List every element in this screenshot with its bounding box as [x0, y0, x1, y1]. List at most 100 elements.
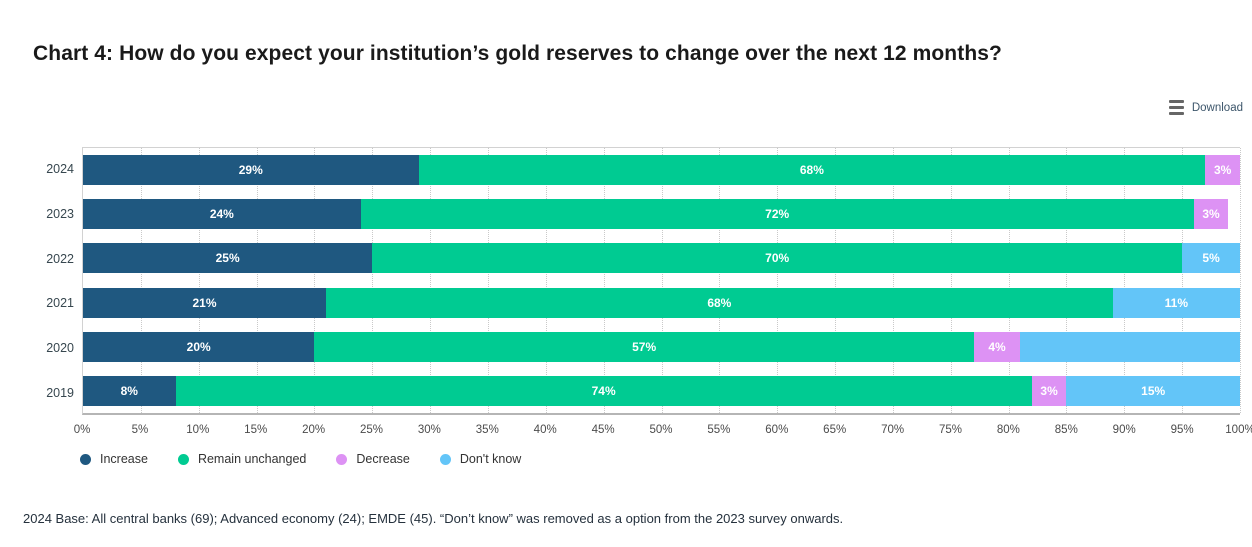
- gridline-85%: [1066, 148, 1068, 413]
- segment-value-label: 3%: [1213, 163, 1232, 178]
- legend-item-remain[interactable]: Remain unchanged: [177, 452, 306, 466]
- menu-icon: [1168, 100, 1184, 115]
- bar-segment-remain: 70%: [372, 243, 1183, 274]
- plot-area: 29% 68% 3% 24% 72% 3% 25% 70% 5% 21% 68% 11% 20% 57% 4…: [82, 147, 1241, 415]
- tick-label-15%: 15%: [244, 424, 268, 436]
- bar-segment-increase: 21%: [83, 287, 326, 318]
- segment-value-label: 25%: [215, 251, 240, 266]
- legend-item-dontknow[interactable]: Don't know: [439, 452, 522, 466]
- gridline-45%: [603, 148, 605, 413]
- segment-value-label: 70%: [765, 251, 790, 266]
- tick-label-75%: 75%: [938, 424, 963, 436]
- legend-item-decrease[interactable]: Decrease: [336, 452, 410, 466]
- gridline-55%: [719, 148, 721, 413]
- legend: Increase Remain unchanged Decrease Don't kn…: [80, 452, 521, 466]
- tick-label-45%: 45%: [591, 424, 615, 436]
- tick-label-5%: 5%: [131, 424, 149, 436]
- segment-value-label: 74%: [591, 383, 616, 398]
- gridline-25%: [372, 148, 374, 413]
- tick-label-100%: 100%: [1225, 424, 1252, 436]
- bar-row-2023: 24% 72% 3%: [83, 192, 1240, 236]
- tick-label-30%: 30%: [417, 424, 441, 436]
- gridline-90%: [1124, 148, 1126, 413]
- bar-segment-decrease: 3%: [1193, 199, 1229, 230]
- legend-label: Increase: [100, 452, 148, 466]
- year-label-2019: 2019: [46, 385, 74, 400]
- bar-row-2019: 8% 74% 3% 15%: [83, 369, 1240, 413]
- gridline-35%: [487, 148, 489, 413]
- gridline-30%: [430, 148, 432, 413]
- segment-value-label: 29%: [238, 163, 263, 178]
- tick-label-80%: 80%: [996, 424, 1020, 436]
- gridline-20%: [314, 148, 316, 413]
- segment-value-label: 11%: [1164, 295, 1189, 310]
- bar-segment-dontknow: [1020, 331, 1240, 362]
- legend-label: Decrease: [356, 452, 410, 466]
- gridline-95%: [1182, 148, 1184, 413]
- segment-value-label: 8%: [120, 383, 138, 398]
- segment-value-label: 20%: [186, 339, 211, 354]
- stacked-bar-2020: 20% 57% 4%: [83, 331, 1240, 362]
- legend-label: Don't know: [459, 452, 522, 466]
- gridline-10%: [198, 148, 200, 413]
- bar-segment-increase: 8%: [83, 375, 176, 406]
- bar-segment-remain: 68%: [418, 155, 1206, 186]
- bar-segment-remain: 68%: [325, 287, 1113, 318]
- bar-segment-dontknow: 5%: [1182, 243, 1240, 274]
- bar-rows: 29% 68% 3% 24% 72% 3% 25% 70% 5% 21% 68% 11% 20% 57% 4…: [83, 148, 1240, 413]
- legend-dot-decrease: [336, 453, 348, 465]
- tick-label-20%: 20%: [302, 424, 326, 436]
- gridline-60%: [777, 148, 779, 413]
- y-axis-year-labels: 2024 2023 2022 2021 2020 2019: [0, 147, 74, 415]
- year-label-2020: 2020: [46, 341, 74, 356]
- tick-label-60%: 60%: [765, 424, 789, 436]
- tick-label-50%: 50%: [649, 424, 673, 436]
- legend-dot-increase: [80, 453, 91, 465]
- gridline-100%: [1240, 148, 1241, 413]
- bar-row-2020: 20% 57% 4%: [83, 325, 1240, 369]
- gridline-15%: [256, 148, 258, 413]
- bar-segment-increase: 25%: [83, 243, 373, 274]
- legend-dot-remain: [177, 453, 189, 465]
- segment-value-label: 4%: [988, 339, 1006, 354]
- gridline-40%: [545, 148, 547, 413]
- bar-segment-dontknow: 15%: [1066, 375, 1240, 406]
- stacked-bar-2019: 8% 74% 3% 15%: [83, 375, 1240, 406]
- gridline-75%: [950, 148, 952, 413]
- gridline-5%: [140, 148, 142, 413]
- bar-segment-increase: 24%: [83, 199, 361, 230]
- bar-row-2021: 21% 68% 11%: [83, 281, 1240, 325]
- bar-segment-increase: 29%: [83, 155, 419, 186]
- tick-label-0%: 0%: [73, 424, 91, 436]
- tick-label-10%: 10%: [186, 424, 210, 436]
- tick-label-90%: 90%: [1112, 424, 1136, 436]
- bar-row-2022: 25% 70% 5%: [83, 236, 1240, 280]
- bar-segment-remain: 72%: [360, 199, 1194, 230]
- tick-label-70%: 70%: [881, 424, 905, 436]
- tick-label-85%: 85%: [1054, 424, 1078, 436]
- segment-value-label: 5%: [1202, 251, 1220, 266]
- gridline-50%: [661, 148, 663, 413]
- bar-segment-dontknow: 11%: [1112, 287, 1240, 318]
- legend-item-increase[interactable]: Increase: [80, 452, 148, 466]
- bar-segment-remain: 74%: [175, 375, 1032, 406]
- bar-segment-decrease: 3%: [1031, 375, 1067, 406]
- segment-value-label: 24%: [209, 207, 234, 222]
- legend-dot-dontknow: [439, 453, 451, 465]
- segment-value-label: 68%: [707, 295, 732, 310]
- footnote: 2024 Base: All central banks (69); Advan…: [23, 511, 844, 526]
- stacked-bar-2022: 25% 70% 5%: [83, 243, 1240, 274]
- segment-value-label: 68%: [799, 163, 824, 178]
- tick-label-40%: 40%: [533, 424, 557, 436]
- segment-value-label: 21%: [192, 295, 217, 310]
- tick-label-65%: 65%: [823, 424, 847, 436]
- tick-label-55%: 55%: [707, 424, 731, 436]
- segment-value-label: 15%: [1141, 383, 1166, 398]
- year-label-2021: 2021: [46, 296, 74, 311]
- download-button[interactable]: Download: [1168, 100, 1243, 115]
- chart-title: Chart 4: How do you expect your institut…: [33, 42, 1002, 65]
- bar-segment-decrease: 3%: [1205, 155, 1240, 186]
- stacked-bar-2023: 24% 72% 3%: [83, 199, 1240, 230]
- tick-label-95%: 95%: [1170, 424, 1194, 436]
